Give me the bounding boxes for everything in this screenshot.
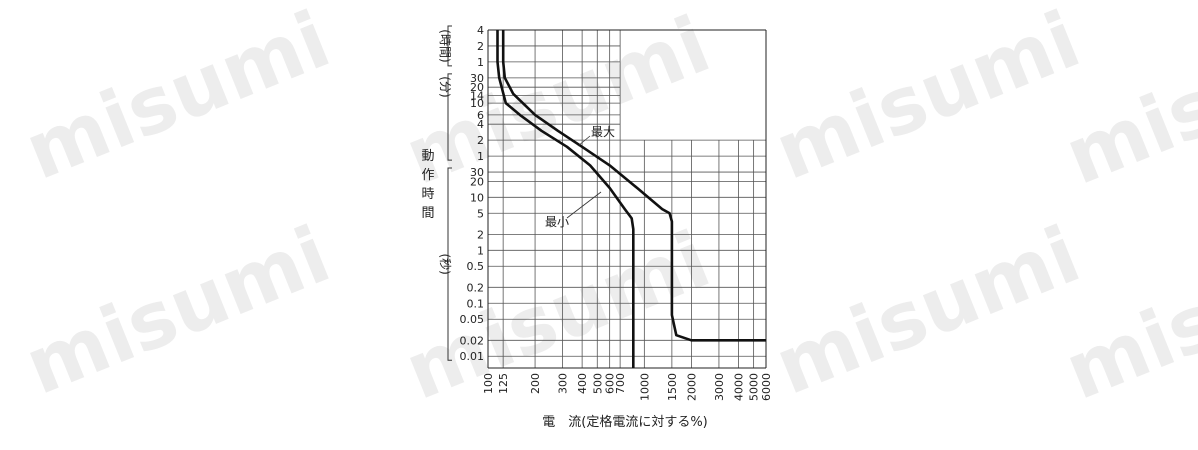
annotation-leader <box>577 135 591 147</box>
unit-bracket <box>447 25 452 67</box>
y-tick-label: 5 <box>477 207 484 220</box>
y-tick-label: 1 <box>477 244 484 257</box>
y-tick-label: 2 <box>477 134 484 147</box>
x-tick-label: 500 <box>591 373 604 394</box>
x-tick-label: 6000 <box>760 373 773 401</box>
annotation-min: 最小 <box>545 215 569 229</box>
chart-curves <box>496 30 766 368</box>
y-tick-label: 4 <box>477 118 484 131</box>
y-tick-label: 30 <box>470 166 484 179</box>
y-tick-label: 2 <box>477 40 484 53</box>
y-tick-label: 1 <box>477 150 484 163</box>
y-tick-label: 30 <box>470 72 484 85</box>
x-tick-label: 400 <box>576 373 589 394</box>
unit-label: (時間) <box>438 29 452 62</box>
x-tick-label: 200 <box>529 373 542 394</box>
y-axis-labels: 4213020141064213020105210.50.20.10.050.0… <box>460 24 485 363</box>
y-tick-label: 10 <box>470 97 484 110</box>
series-line <box>501 30 766 342</box>
y-tick-label: 0.02 <box>460 334 485 347</box>
annotation-leader <box>566 191 602 219</box>
annotation-max: 最大 <box>591 125 615 139</box>
x-tick-label: 125 <box>497 373 510 394</box>
y-tick-label: 0.01 <box>460 350 485 363</box>
y-tick-label: 20 <box>470 175 484 188</box>
unit-label: (秒) <box>438 253 452 274</box>
x-tick-label: 2000 <box>685 373 698 401</box>
unit-label: (分) <box>438 76 452 97</box>
y-tick-label: 10 <box>470 191 484 204</box>
x-tick-label: 600 <box>604 373 617 394</box>
y-tick-label: 14 <box>470 89 484 102</box>
y-tick-label: 20 <box>470 81 484 94</box>
y-tick-label: 0.1 <box>467 297 485 310</box>
unit-bracket <box>447 167 452 361</box>
x-tick-label: 1000 <box>638 373 651 401</box>
x-tick-label: 1500 <box>666 373 679 401</box>
y-tick-label: 0.2 <box>467 281 485 294</box>
x-tick-label: 100 <box>482 373 495 394</box>
y-tick-label: 6 <box>477 109 484 122</box>
x-tick-label: 700 <box>614 373 627 394</box>
x-axis-label: 電 流(定格電流に対する%) <box>542 414 708 430</box>
chart-grid <box>487 29 767 369</box>
x-tick-label: 4000 <box>732 373 745 401</box>
series-line <box>496 30 635 368</box>
y-axis-label: 動作時間 <box>421 149 434 221</box>
unit-bracket <box>447 73 452 161</box>
y-tick-label: 4 <box>477 24 484 37</box>
y-unit-brackets: (時間) (分) (秒) <box>438 25 452 361</box>
x-tick-label: 3000 <box>713 373 726 401</box>
y-tick-label: 2 <box>477 228 484 241</box>
y-tick-label: 1 <box>477 56 484 69</box>
y-tick-label: 0.05 <box>460 313 485 326</box>
y-tick-label: 0.5 <box>467 260 485 273</box>
x-tick-label: 5000 <box>748 373 761 401</box>
x-tick-label: 300 <box>557 373 570 394</box>
